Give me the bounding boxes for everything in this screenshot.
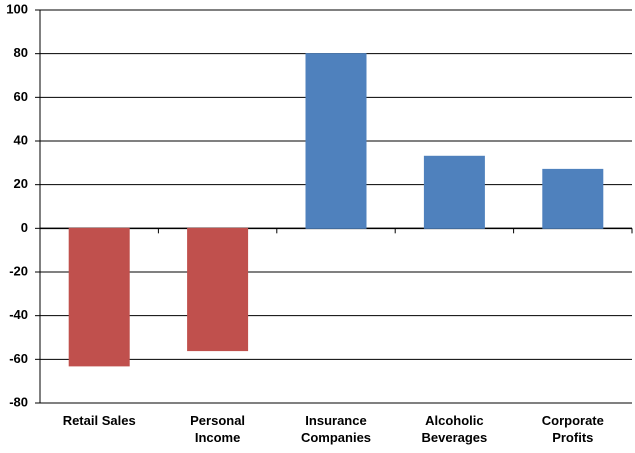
x-tick-label-box: Insurance Companies: [300, 413, 372, 445]
y-tick-label: -80: [9, 394, 28, 409]
x-tick-label: Corporate Profits: [541, 413, 604, 445]
x-tick-label-box: Personal Income: [190, 413, 246, 445]
y-tick-label: -20: [9, 263, 28, 278]
y-tick-label: 0: [21, 220, 28, 235]
bar: [187, 227, 249, 352]
y-tick-label: 40: [14, 132, 28, 147]
bar: [305, 53, 367, 229]
x-tick-label-box: Retail Sales: [62, 413, 136, 428]
x-tick-label: Retail Sales: [62, 413, 136, 428]
bar: [68, 227, 130, 367]
y-tick-label: 100: [6, 1, 28, 16]
bar: [542, 168, 604, 229]
x-tick-label-box: Alcoholic Beverages: [421, 413, 488, 445]
x-tick-label-box: Corporate Profits: [541, 413, 604, 445]
y-tick-label: 20: [14, 176, 28, 191]
x-tick-label: Insurance Companies: [300, 413, 372, 445]
y-tick-label: -40: [9, 307, 28, 322]
y-tick-label: 60: [14, 89, 28, 104]
x-tick-label: Alcoholic Beverages: [421, 413, 488, 445]
bar: [423, 155, 485, 229]
y-tick-label: 80: [14, 45, 28, 60]
x-tick-label: Personal Income: [190, 413, 246, 445]
y-tick-label: -60: [9, 351, 28, 366]
